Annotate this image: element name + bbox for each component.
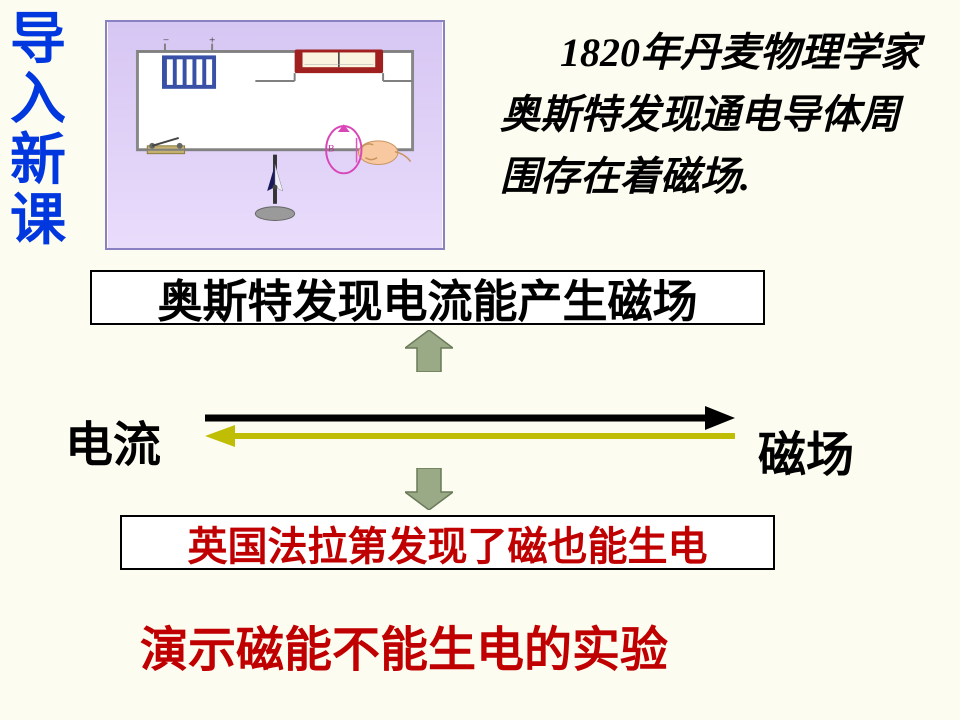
arrow-down-icon	[405, 468, 453, 510]
box2-text: 英国法拉第发现了磁也能生电	[188, 514, 708, 572]
oersted-experiment-diagram: − +	[105, 20, 445, 250]
bidirectional-arrows	[205, 400, 735, 460]
side-title-char: 入	[8, 70, 68, 130]
arrow-up-icon	[405, 330, 453, 372]
faraday-discovery-box: 英国法拉第发现了磁也能生电	[120, 515, 775, 570]
side-title-char: 导	[8, 10, 68, 70]
diagram-svg: − +	[107, 22, 443, 248]
oersted-discovery-box: 奥斯特发现电流能产生磁场	[90, 270, 765, 325]
svg-text:B: B	[328, 144, 335, 155]
magnetic-field-label: 磁场	[758, 415, 854, 485]
description-text: 1820年丹麦物理学家奥斯特发现通电导体周围存在着磁场.	[500, 22, 930, 208]
side-title-char: 课	[8, 191, 68, 251]
current-label: 电流	[65, 405, 161, 475]
side-title: 导 入 新 课	[8, 10, 68, 252]
box1-text: 奥斯特发现电流能产生磁场	[157, 265, 697, 330]
demonstration-text: 演示磁能不能生电的实验	[140, 610, 668, 680]
side-title-char: 新	[8, 131, 68, 191]
svg-text:+: +	[209, 35, 215, 47]
svg-text:−: −	[163, 35, 169, 47]
